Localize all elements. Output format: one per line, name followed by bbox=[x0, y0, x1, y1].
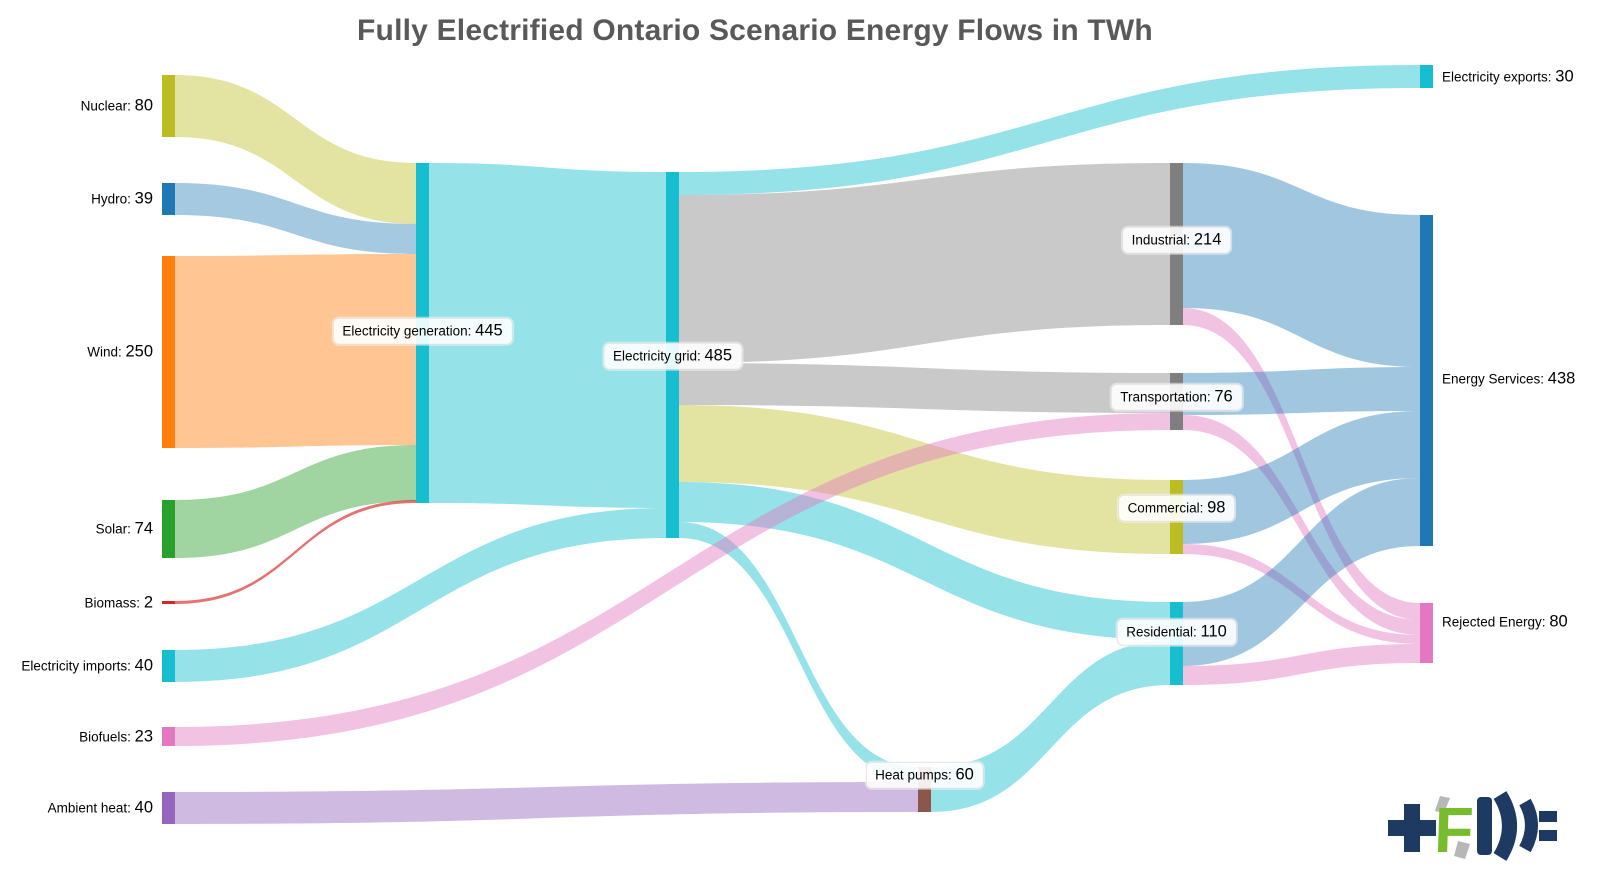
node-imports[interactable] bbox=[162, 650, 175, 682]
node-ambient[interactable] bbox=[162, 792, 175, 824]
flow-biofuels-transportation[interactable] bbox=[175, 413, 1170, 746]
logo-equals-bottom bbox=[1539, 830, 1557, 841]
flow-imports-grid[interactable] bbox=[175, 508, 666, 682]
node-nuclear[interactable] bbox=[162, 75, 175, 137]
flow-generation-grid[interactable] bbox=[429, 163, 666, 508]
flow-biomass-generation[interactable] bbox=[175, 500, 416, 604]
node-transportation[interactable] bbox=[1170, 373, 1183, 430]
node-wind[interactable] bbox=[162, 256, 175, 448]
flow-wind-generation[interactable] bbox=[175, 254, 416, 448]
node-hydro[interactable] bbox=[162, 183, 175, 215]
flow-grid-industrial[interactable] bbox=[679, 163, 1170, 363]
logo-gray-accent-top bbox=[1435, 796, 1450, 813]
node-solar[interactable] bbox=[162, 500, 175, 558]
logo-i-bar bbox=[1477, 797, 1492, 855]
logo-crescent-large bbox=[1493, 791, 1517, 861]
flow-heatpumps-residential[interactable] bbox=[931, 640, 1170, 812]
node-heatpumps[interactable] bbox=[918, 767, 931, 812]
node-industrial[interactable] bbox=[1170, 163, 1183, 325]
flow-ambient-heatpumps[interactable] bbox=[175, 782, 918, 824]
flow-nuclear-generation[interactable] bbox=[175, 75, 416, 224]
node-residential[interactable] bbox=[1170, 602, 1183, 685]
flow-grid-exports[interactable] bbox=[679, 65, 1420, 195]
flow-grid-commercial[interactable] bbox=[679, 405, 1170, 554]
flow-grid-heatpumps[interactable] bbox=[679, 522, 918, 782]
logo-plus-icon bbox=[1388, 804, 1436, 852]
flow-industrial-rejected[interactable] bbox=[1183, 308, 1420, 620]
node-biomass[interactable] bbox=[162, 601, 175, 604]
node-exports[interactable] bbox=[1420, 65, 1433, 88]
flow-hydro-generation[interactable] bbox=[175, 183, 416, 254]
flow-group bbox=[175, 65, 1420, 824]
flow-residential-services[interactable] bbox=[1183, 478, 1420, 666]
logo-letter-f: F bbox=[1433, 794, 1475, 866]
flow-grid-residential[interactable] bbox=[679, 482, 1170, 640]
logo-gray-accent-bottom bbox=[1454, 841, 1470, 859]
flow-solar-generation[interactable] bbox=[175, 445, 416, 558]
flow-commercial-rejected[interactable] bbox=[1183, 544, 1420, 644]
node-rejected[interactable] bbox=[1420, 603, 1433, 663]
chart-title: Fully Electrified Ontario Scenario Energ… bbox=[357, 14, 1153, 47]
node-biofuels[interactable] bbox=[162, 727, 175, 746]
flow-residential-rejected[interactable] bbox=[1183, 644, 1420, 685]
flow-industrial-services[interactable] bbox=[1183, 163, 1420, 367]
flow-transportation-services[interactable] bbox=[1183, 367, 1420, 415]
flow-transportation-rejected[interactable] bbox=[1183, 415, 1420, 635]
node-group bbox=[162, 65, 1433, 824]
node-services[interactable] bbox=[1420, 215, 1433, 546]
logo: F bbox=[1388, 791, 1557, 866]
flow-grid-transportation[interactable] bbox=[679, 363, 1170, 413]
logo-equals-top bbox=[1539, 811, 1557, 822]
node-grid[interactable] bbox=[666, 172, 679, 538]
node-generation[interactable] bbox=[416, 163, 429, 503]
flow-commercial-services[interactable] bbox=[1183, 411, 1420, 544]
logo-crescent-small bbox=[1519, 798, 1538, 853]
node-commercial[interactable] bbox=[1170, 480, 1183, 554]
